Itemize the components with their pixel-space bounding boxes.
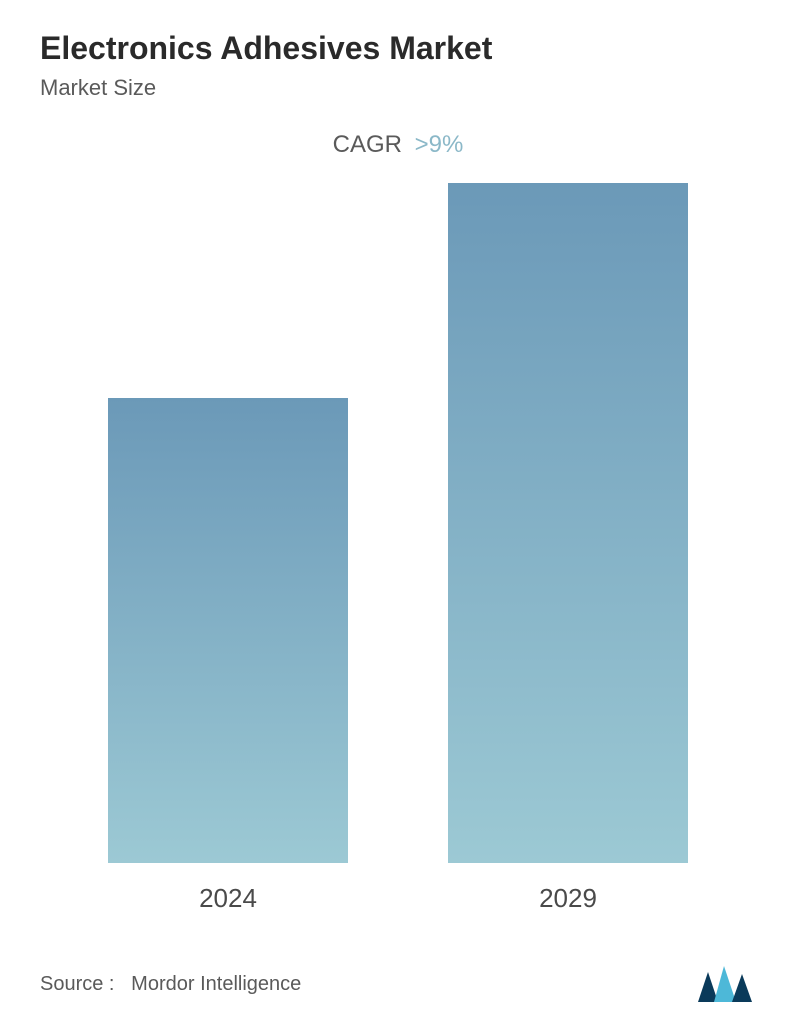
logo-icon <box>696 964 756 1004</box>
bar-label-2024: 2024 <box>199 883 257 914</box>
cagr-label: CAGR <box>333 131 402 158</box>
footer: Source : Mordor Intelligence <box>40 954 756 1004</box>
bar-2029 <box>448 183 688 863</box>
cagr-value: >9% <box>415 131 464 158</box>
bar-group-2024: 2024 <box>108 398 348 914</box>
bar-label-2029: 2029 <box>539 883 597 914</box>
bar-2024 <box>108 398 348 863</box>
source-value: Mordor Intelligence <box>131 973 301 995</box>
source-text: Source : Mordor Intelligence <box>40 973 301 996</box>
source-label: Source : <box>40 973 114 995</box>
page-title: Electronics Adhesives Market <box>40 30 756 67</box>
cagr-row: CAGR >9% <box>40 131 756 159</box>
bar-group-2029: 2029 <box>448 183 688 914</box>
page-subtitle: Market Size <box>40 75 756 101</box>
chart-area: 2024 2029 <box>40 209 756 914</box>
